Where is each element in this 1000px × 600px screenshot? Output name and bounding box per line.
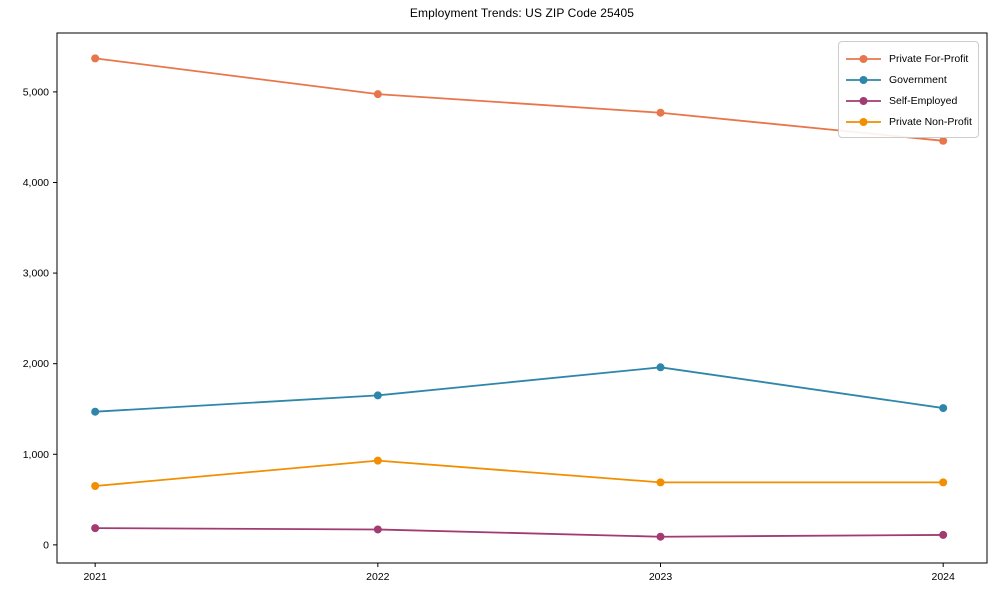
legend: Private For-Profit Government Self-Employe… xyxy=(838,41,979,138)
legend-item-private-for-profit: Private For-Profit xyxy=(846,48,974,69)
legend-item-label: Government xyxy=(889,73,947,86)
legend-item-self-employed: Self-Employed xyxy=(846,90,974,111)
legend-item-private-non-profit: Private Non-Profit xyxy=(846,111,974,132)
legend-line-marker-icon xyxy=(846,75,881,84)
legend-line-marker-icon xyxy=(846,54,881,63)
line-government xyxy=(94,366,945,413)
line-private-non-profit xyxy=(94,459,945,487)
marker-government xyxy=(939,404,948,413)
legend-item-label: Private For-Profit xyxy=(889,52,969,65)
marker-self-employed xyxy=(373,525,382,534)
x-tick-label: 2022 xyxy=(366,571,390,583)
legend-line-marker-icon xyxy=(846,96,881,105)
marker-private-non-profit xyxy=(373,456,382,465)
y-tick-label: 1,000 xyxy=(23,449,49,461)
legend-line-marker-icon xyxy=(846,117,881,126)
marker-self-employed xyxy=(91,524,100,533)
y-tick-label: 5,000 xyxy=(23,86,49,98)
y-tick-label: 0 xyxy=(43,539,49,551)
marker-private-for-profit xyxy=(656,108,665,117)
marker-government xyxy=(373,391,382,400)
legend-item-label: Self-Employed xyxy=(889,94,958,107)
line-self-employed xyxy=(94,527,945,538)
chart-title: Employment Trends: US ZIP Code 25405 xyxy=(409,6,635,20)
marker-private-non-profit xyxy=(91,481,100,490)
marker-private-non-profit xyxy=(656,478,665,487)
marker-private-for-profit xyxy=(91,54,100,63)
legend-item-label: Private Non-Profit xyxy=(889,115,972,128)
x-tick-label: 2023 xyxy=(649,571,673,583)
x-tick-label: 2021 xyxy=(83,571,107,583)
marker-self-employed xyxy=(656,532,665,541)
line-private-for-profit xyxy=(94,57,945,142)
marker-government xyxy=(656,363,665,372)
y-tick-label: 3,000 xyxy=(23,268,49,280)
y-tick-label: 2,000 xyxy=(23,358,49,370)
legend-item-government: Government xyxy=(846,69,974,90)
marker-private-for-profit xyxy=(373,90,382,99)
marker-government xyxy=(91,407,100,416)
marker-self-employed xyxy=(939,530,948,539)
marker-private-non-profit xyxy=(939,478,948,487)
x-tick-label: 2024 xyxy=(932,571,956,583)
y-tick-label: 4,000 xyxy=(23,177,49,189)
marker-private-for-profit xyxy=(939,136,948,145)
